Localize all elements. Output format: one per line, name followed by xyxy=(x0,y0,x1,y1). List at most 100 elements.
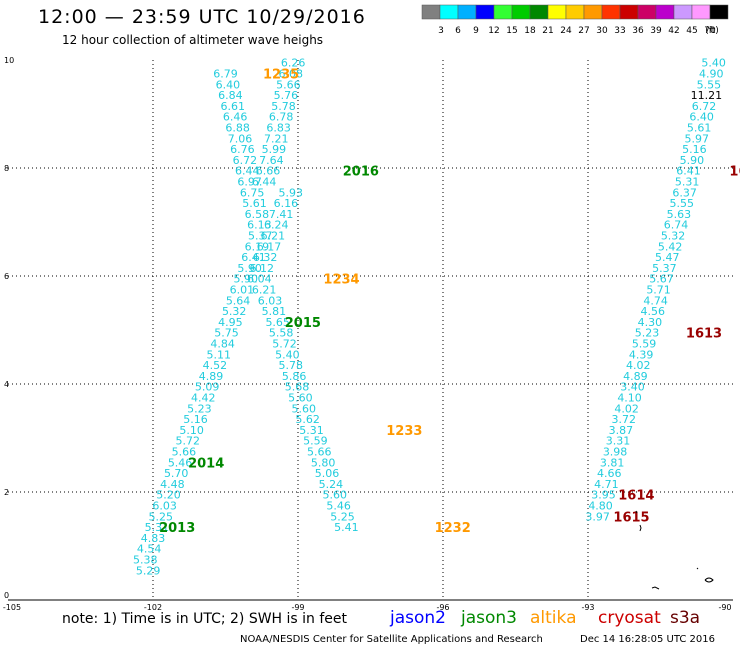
wave-height-value: 4.84 xyxy=(210,338,235,351)
wave-height-value: 4.66 xyxy=(597,467,622,480)
wave-height-value: 11.21 xyxy=(691,89,723,102)
colorbar-label: 33 xyxy=(614,26,625,36)
wave-height-value: 6.72 xyxy=(692,100,717,113)
wave-height-value: 6.74 xyxy=(664,219,689,232)
credit-text: NOAA/NESDIS Center for Satellite Applica… xyxy=(240,634,543,645)
wave-height-value: 5.31 xyxy=(675,176,700,189)
wave-height-value: 5.55 xyxy=(697,78,722,91)
wave-height-value: 4.48 xyxy=(160,478,185,491)
wave-height-value: 4.83 xyxy=(141,532,166,545)
wave-height-value: 5.86 xyxy=(282,370,307,383)
wave-height-value: 5.75 xyxy=(214,327,239,340)
wave-height-value: 5.37 xyxy=(652,262,677,275)
x-tick-label: -102 xyxy=(144,603,162,612)
wave-height-value: 5.65 xyxy=(265,316,290,329)
wave-height-value: 6.61 xyxy=(221,100,246,113)
wave-height-value: 5.47 xyxy=(655,251,680,264)
x-tick-label: -96 xyxy=(436,603,449,612)
legend-altika: altika xyxy=(530,608,577,628)
wave-height-value: 5.58 xyxy=(269,327,294,340)
wave-height-value: 5.11 xyxy=(206,348,231,361)
wave-height-value: 5.40 xyxy=(701,57,726,70)
wave-height-value: 5.60 xyxy=(288,392,313,405)
wave-height-value: 5.25 xyxy=(148,510,173,523)
y-tick-label: 10 xyxy=(4,56,14,65)
timestamp-text: Dec 14 16:28:05 UTC 2016 xyxy=(580,634,715,645)
wave-height-value: 6.79 xyxy=(213,68,238,81)
colorbar-label: 45 xyxy=(686,26,697,36)
wave-height-value: 3.87 xyxy=(609,424,634,437)
wave-height-value: 5.60 xyxy=(322,489,347,502)
wave-height-value: 4.02 xyxy=(626,359,651,372)
wave-height-value: 6.01 xyxy=(230,284,255,297)
wave-height-value: 5.90 xyxy=(680,154,705,167)
wave-height-value: 5.24 xyxy=(319,478,344,491)
wave-height-colorbar: 3 6 9 12 15 18 21 24 27 30 33 36 39 42 45 70(ft) xyxy=(421,4,729,36)
wave-height-value: 6.13 xyxy=(247,219,272,232)
wave-height-value: 6.41 xyxy=(676,165,701,178)
wave-height-value: 5.59 xyxy=(303,435,328,448)
pass-time-label: 1235 xyxy=(263,68,299,83)
legend-jason3: jason3 xyxy=(461,608,517,628)
wave-height-value: 5.25 xyxy=(330,510,355,523)
wave-height-value: 6.32 xyxy=(253,251,278,264)
wave-height-value: 6.44 xyxy=(235,165,260,178)
wave-height-value: 6.66 xyxy=(256,165,281,178)
wave-height-value: 3.72 xyxy=(612,413,637,426)
footer-note: note: 1) Time is in UTC; 2) SWH is in fe… xyxy=(62,611,348,627)
wave-height-value: 4.10 xyxy=(617,392,642,405)
wave-height-value: 5.90 xyxy=(234,273,259,286)
y-tick-label: 8 xyxy=(4,164,9,173)
wave-height-value: 5.68 xyxy=(285,381,310,394)
wave-height-value: 6.84 xyxy=(218,89,243,102)
wave-height-value: 5.59 xyxy=(632,338,657,351)
wave-height-value: 5.23 xyxy=(187,402,212,415)
wave-height-value: 5.46 xyxy=(326,500,351,513)
wave-height-value: 6.08 xyxy=(279,68,304,81)
wave-height-value: 6.72 xyxy=(233,154,258,167)
wave-height-value: 5.31 xyxy=(299,424,324,437)
wave-height-value: 5.76 xyxy=(274,89,299,102)
wave-height-value: 6.46 xyxy=(223,111,248,124)
wave-height-value: 7.41 xyxy=(269,208,294,221)
legend-s3a: s3a xyxy=(670,608,701,628)
wave-height-value: 7.06 xyxy=(228,132,253,145)
wave-height-value: 3.98 xyxy=(603,446,628,459)
pass-time-label: 2013 xyxy=(159,521,195,536)
colorbar-label: 21 xyxy=(542,26,553,36)
wave-height-value: 6.40 xyxy=(689,111,714,124)
wave-height-value: 5.66 xyxy=(172,446,197,459)
colorbar-label: 6 xyxy=(455,26,461,36)
wave-height-value: 5.29 xyxy=(136,564,161,577)
wave-height-value: 5.62 xyxy=(295,413,320,426)
wave-height-value: 5.63 xyxy=(667,208,692,221)
colorbar-label: 24 xyxy=(560,26,572,36)
wave-height-value: 4.90 xyxy=(699,68,724,81)
wave-height-value: 5.78 xyxy=(279,359,304,372)
wave-height-value: 5.99 xyxy=(262,143,287,156)
wave-height-value: 5.41 xyxy=(334,521,359,534)
colorbar-label: 36 xyxy=(632,26,644,36)
wave-height-value: 4.89 xyxy=(199,370,224,383)
wave-height-value: 5.55 xyxy=(670,197,695,210)
wave-height-value: 5.80 xyxy=(311,456,336,469)
wave-height-value: 5.72 xyxy=(272,338,297,351)
wave-height-value: 5.16 xyxy=(183,413,208,426)
y-tick-label: 4 xyxy=(4,380,9,389)
wave-height-value: 5.38 xyxy=(133,554,158,567)
colorbar-label: 3 xyxy=(438,26,444,36)
legend-cryosat: cryosat xyxy=(598,608,661,628)
wave-height-value: 6.24 xyxy=(264,219,289,232)
wave-height-value: 5.32 xyxy=(661,230,686,243)
wave-height-value: 5.40 xyxy=(275,348,300,361)
colorbar-label: 30 xyxy=(596,26,608,36)
wave-height-value: 6.12 xyxy=(250,262,275,275)
wave-height-value: 5.71 xyxy=(646,284,671,297)
wave-height-value: 6.21 xyxy=(252,284,277,297)
colorbar-label: 12 xyxy=(488,26,499,36)
x-tick-label: -93 xyxy=(581,603,594,612)
wave-height-value: 6.88 xyxy=(225,122,250,135)
x-tick-label: -99 xyxy=(291,603,304,612)
wave-height-value: 5.97 xyxy=(685,132,710,145)
